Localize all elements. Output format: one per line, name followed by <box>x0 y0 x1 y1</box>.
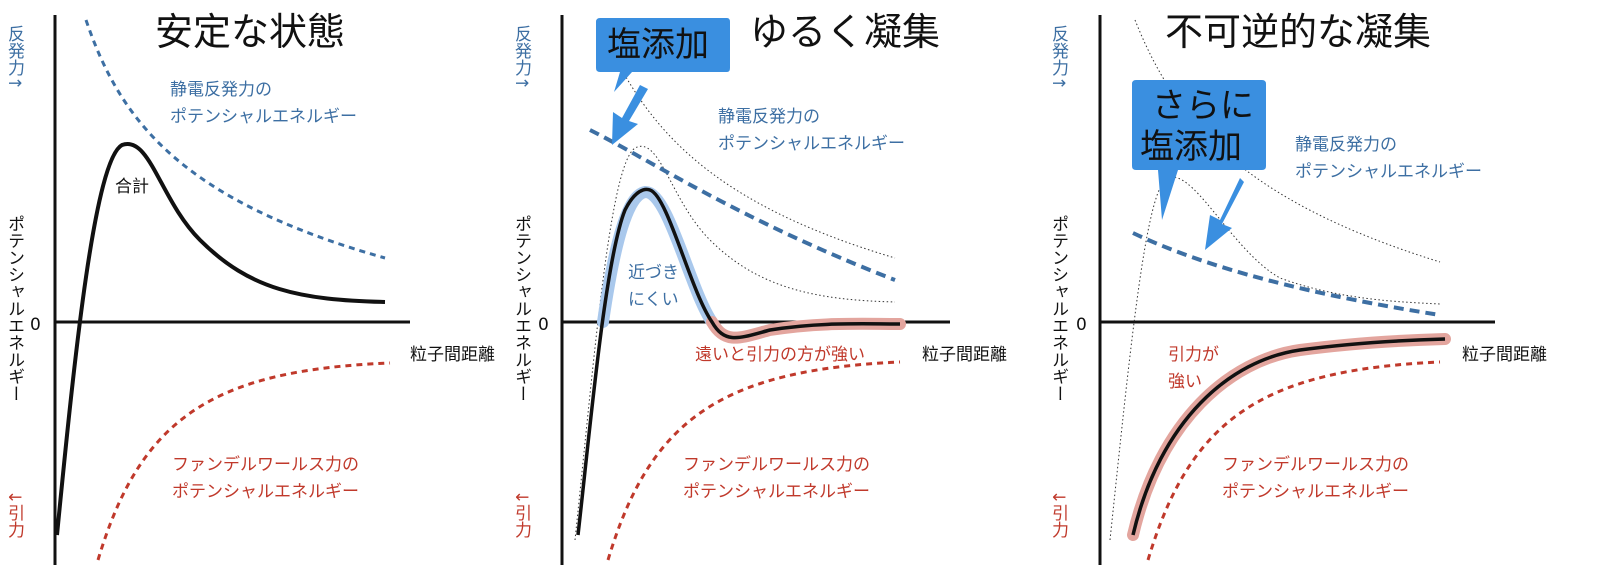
electrostatic-label-line2: ポテンシャルエネルギー <box>718 134 905 154</box>
x-axis-label: 粒子間距離 <box>1462 345 1547 365</box>
vdw-label-line1: ファンデルワールス力の <box>1222 454 1409 475</box>
panel-title: ゆるく凝集 <box>750 10 940 54</box>
electrostatic-label-line2: ポテンシャルエネルギー <box>1295 162 1482 182</box>
callout-bubble <box>1132 80 1266 220</box>
vdw-label-line2: ポテンシャルエネルギー <box>683 482 870 502</box>
total-curve <box>1131 337 1446 536</box>
y-axis-bottom-label: ↓引力 <box>4 490 25 538</box>
x-axis-label: 粒子間距離 <box>922 345 1007 365</box>
electrostatic-curve <box>84 19 386 260</box>
y-axis-bottom-label: ↓引力 <box>1048 490 1069 538</box>
panel-loose-aggregation: ゆるく凝集 0 粒子間距離 反発力↑ ポテンシャルエネルギー ↓引力 静電反発力… <box>511 10 1007 565</box>
zero-label: 0 <box>538 315 549 335</box>
callout-bubble <box>596 18 730 92</box>
y-axis-middle-label: ポテンシャルエネルギー <box>4 215 24 402</box>
attraction-label-line1: 引力が <box>1168 345 1219 365</box>
attraction-label-line2: 強い <box>1168 372 1202 392</box>
y-axis-middle-label: ポテンシャルエネルギー <box>511 215 531 402</box>
previous-curve <box>1109 176 1441 541</box>
panel-irreversible-aggregation: 不可逆的な凝集 0 粒子間距離 反発力↑ ポテンシャルエネルギー ↓引力 静電反… <box>1048 10 1547 565</box>
arrow-icon <box>612 85 648 145</box>
total-label: 合計 <box>115 177 149 197</box>
y-axis-top-label: 反発力↑ <box>1048 25 1069 90</box>
barrier-label-line1: 近づき <box>628 263 679 283</box>
zero-label: 0 <box>1076 315 1087 335</box>
vdw-label-line2: ポテンシャルエネルギー <box>172 482 359 502</box>
electrostatic-label-line1: 静電反発力の <box>718 107 820 127</box>
electrostatic-label-line2: ポテンシャルエネルギー <box>170 107 357 127</box>
vdw-label-line2: ポテンシャルエネルギー <box>1222 482 1409 502</box>
y-axis-top-label: 反発力↑ <box>511 25 532 90</box>
callout-text: 塩添加 <box>607 25 709 65</box>
previous-total-curve <box>574 145 896 541</box>
previous-electrostatic-curve <box>597 19 896 259</box>
vdw-curve <box>96 361 391 561</box>
callout-text-line2: 塩添加 <box>1140 127 1242 167</box>
vdw-curve <box>1146 360 1441 561</box>
panel-stable: 安定な状態 0 粒子間距離 反発力↑ ポテンシャルエネルギー ↓引力 静電反発力… <box>4 10 495 565</box>
callout-text-line1: さらに <box>1152 86 1254 126</box>
total-curve <box>55 142 386 536</box>
electrostatic-label-line1: 静電反発力の <box>170 80 272 100</box>
y-axis-top-label: 反発力↑ <box>4 25 25 90</box>
y-axis-middle-label: ポテンシャルエネルギー <box>1048 215 1068 402</box>
far-attraction-label: 遠いと引力の方が強い <box>695 345 865 365</box>
electrostatic-curve <box>1132 231 1441 317</box>
vdw-curve <box>606 360 901 561</box>
barrier-label-line2: にくい <box>628 290 679 310</box>
vdw-label-line1: ファンデルワールス力の <box>172 454 359 475</box>
panel-title: 安定な状態 <box>155 10 345 54</box>
panel-title: 不可逆的な凝集 <box>1165 10 1431 54</box>
electrostatic-label-line1: 静電反発力の <box>1295 135 1397 155</box>
attraction-highlight <box>1127 333 1451 541</box>
y-axis-bottom-label: ↓引力 <box>511 490 532 538</box>
electrostatic-curve <box>589 128 896 282</box>
x-axis-label: 粒子間距離 <box>410 345 495 365</box>
arrow-icon <box>1205 178 1244 250</box>
zero-label: 0 <box>30 315 41 335</box>
total-curve <box>576 187 901 536</box>
vdw-label-line1: ファンデルワールス力の <box>683 454 870 475</box>
